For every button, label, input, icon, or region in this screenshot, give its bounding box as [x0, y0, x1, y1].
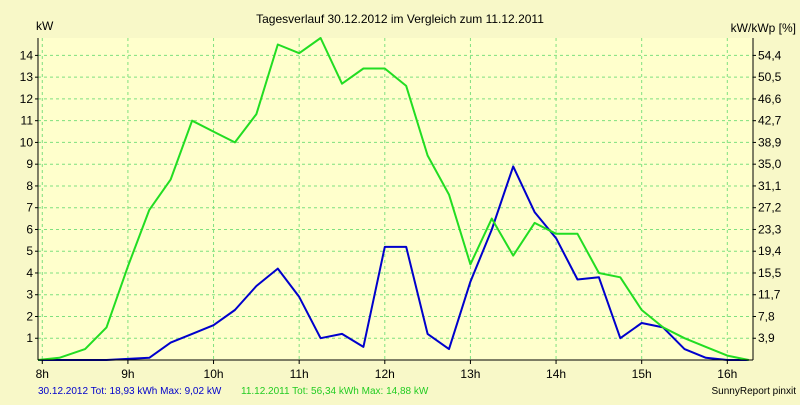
x-tick-label: 16h	[717, 367, 737, 381]
y-right-tick-label: 11,7	[758, 288, 781, 302]
x-tick-label: 12h	[375, 367, 395, 381]
legend-2012-summary: 30.12.2012 Tot: 18,93 kWh Max: 9,02 kW	[38, 386, 222, 397]
x-tick-label: 15h	[632, 367, 652, 381]
y-right-tick-label: 27,2	[758, 201, 782, 215]
x-tick-label: 13h	[460, 367, 480, 381]
x-tick-label: 9h	[121, 367, 134, 381]
y-left-tick-label: 6	[26, 222, 33, 236]
y-axis-right-label: kW/kWp [%]	[731, 21, 796, 35]
y-right-tick-label: 19,4	[758, 244, 782, 258]
y-left-tick-label: 5	[26, 244, 33, 258]
y-left-tick-label: 13	[20, 70, 34, 84]
y-right-tick-label: 35,0	[758, 157, 782, 171]
y-axis-left-label: kW	[36, 19, 54, 33]
legend-2011-summary: 11.12.2011 Tot: 56,34 kWh Max: 14,88 kW	[241, 386, 429, 397]
y-left-tick-label: 1	[26, 331, 33, 345]
y-right-tick-label: 42,7	[758, 114, 782, 128]
y-left-tick-label: 2	[26, 309, 33, 323]
brand-label: SunnyReport pinxit	[712, 386, 797, 397]
y-right-tick-label: 7,8	[758, 309, 775, 323]
y-left-tick-label: 14	[20, 48, 34, 62]
y-right-tick-label: 23,3	[758, 222, 782, 236]
y-left-tick-label: 8	[26, 179, 33, 193]
y-left-tick-label: 12	[20, 92, 34, 106]
y-right-tick-label: 3,9	[758, 331, 775, 345]
y-left-tick-label: 3	[26, 288, 33, 302]
series-line-11-12-2011	[37, 37, 749, 361]
y-right-tick-label: 38,9	[758, 135, 782, 149]
x-tick-label: 11h	[290, 367, 309, 381]
y-left-tick-label: 4	[26, 266, 33, 280]
y-right-tick-label: 31,1	[758, 179, 782, 193]
y-left-tick-label: 9	[26, 157, 33, 171]
x-tick-label: 14h	[546, 367, 566, 381]
x-tick-label: 8h	[36, 367, 49, 381]
plot-area	[38, 38, 753, 360]
y-left-tick-label: 7	[26, 201, 33, 215]
y-right-tick-label: 50,5	[758, 70, 782, 84]
chart-title: Tagesverlauf 30.12.2012 im Vergleich zum…	[256, 12, 544, 26]
y-right-tick-label: 15,5	[758, 266, 782, 280]
x-tick-label: 10h	[204, 367, 224, 381]
y-left-tick-label: 10	[20, 135, 34, 149]
y-right-tick-label: 46,6	[758, 92, 782, 106]
y-right-tick-label: 54,4	[758, 48, 782, 62]
series-line-30-12-2012	[38, 165, 749, 361]
y-left-tick-label: 11	[21, 114, 34, 128]
